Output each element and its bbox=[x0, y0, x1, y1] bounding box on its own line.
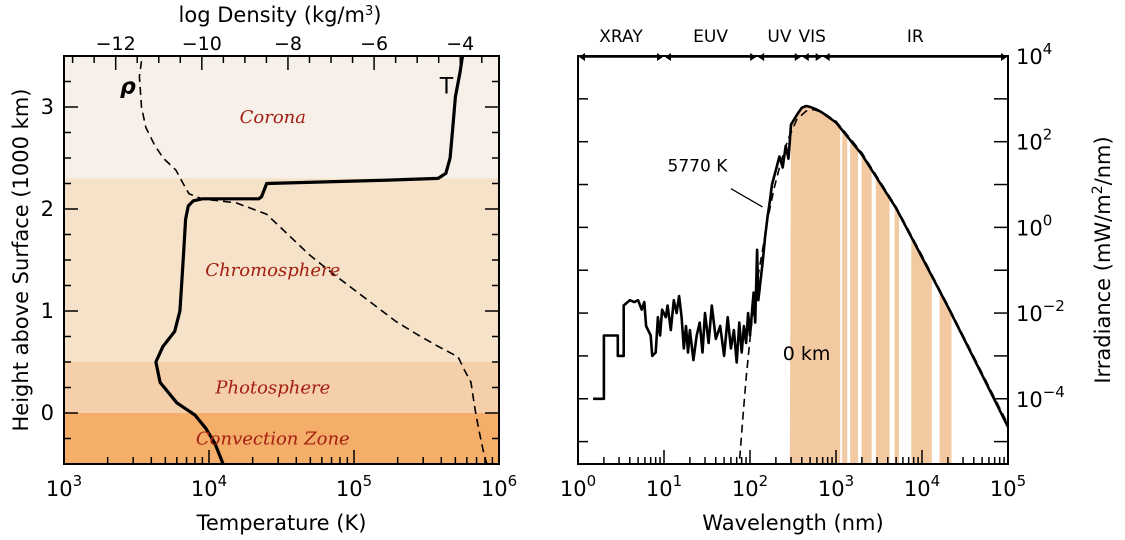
temperature-curve bbox=[154, 55, 465, 465]
y-tick-label: 2 bbox=[41, 197, 54, 221]
y-axis-title-irradiance: Irradiance (mW/m2/nm) bbox=[1090, 136, 1115, 383]
y-tick-label: 100 bbox=[1016, 211, 1052, 240]
band-arrow-head bbox=[815, 53, 822, 61]
band-arrow-head bbox=[823, 53, 830, 61]
band-label: VIS bbox=[799, 27, 826, 47]
y-tick-label: 0 bbox=[41, 401, 54, 425]
y-tick-label: 3 bbox=[41, 95, 54, 119]
x-tick-label: 102 bbox=[732, 472, 768, 501]
y-tick-label: 10−2 bbox=[1016, 297, 1065, 326]
absorption-gap bbox=[847, 56, 851, 464]
right-axis-tick-labels: 100 101 102 103 104 105 104 102 100 10−2 10−4 bbox=[560, 40, 1065, 501]
band-label: IR bbox=[907, 27, 924, 47]
density-title-end: ) bbox=[373, 3, 381, 27]
x-tick-label: 101 bbox=[646, 472, 682, 501]
x-axis-title-wavelength: Wavelength (nm) bbox=[702, 511, 883, 535]
layer-label: Convection Zone bbox=[196, 429, 350, 450]
atmosphere-layer-labels: Corona Chromosphere Photosphere Convection … bbox=[196, 107, 350, 449]
density-curve bbox=[138, 60, 488, 465]
zero-km-label: 0 km bbox=[783, 343, 831, 365]
band-arrow-head bbox=[802, 53, 809, 61]
left-panel-temperature-density: Corona Chromosphere Photosphere Convection … bbox=[9, 3, 517, 535]
y-tick-label: 104 bbox=[1016, 40, 1052, 69]
x-tick-label: 104 bbox=[904, 472, 940, 501]
band-arrow-head bbox=[794, 53, 801, 61]
x-tick-label: 103 bbox=[818, 472, 854, 501]
blackbody-5770k-label: 5770 K bbox=[668, 157, 729, 177]
x-tick-label: 106 bbox=[481, 472, 517, 501]
x-axis-title-temperature: Temperature (K) bbox=[196, 511, 367, 535]
irradiance-title-end: /nm) bbox=[1091, 136, 1115, 185]
layer-band bbox=[64, 56, 499, 179]
left-axis-ticks bbox=[63, 55, 499, 465]
left-panel-series bbox=[138, 55, 488, 465]
absorption-gap bbox=[951, 56, 1008, 464]
layer-band bbox=[64, 362, 499, 413]
absorption-gap bbox=[840, 56, 843, 464]
band-arrow-head bbox=[665, 53, 671, 61]
x-tick-label: 105 bbox=[336, 472, 372, 501]
band-arrow-head bbox=[758, 53, 765, 61]
zero-km-irradiance-fill bbox=[789, 56, 1008, 464]
temperature-series-label: T bbox=[439, 75, 454, 100]
band-arrow-head bbox=[750, 53, 757, 61]
band-arrow-head bbox=[1001, 53, 1007, 61]
band-arrow-head bbox=[657, 53, 663, 61]
absorption-gap bbox=[931, 56, 940, 464]
layer-band bbox=[64, 178, 499, 362]
spectral-band-markers: XRAY EUV UV VIS IR bbox=[579, 27, 1007, 61]
rho-series-label: ρ bbox=[120, 75, 136, 100]
band-arrow-head bbox=[579, 53, 585, 61]
right-panel-solar-spectrum: 100 101 102 103 104 105 104 102 100 10−2 10−4 XRAY… bbox=[560, 27, 1115, 535]
x-tick-label: 104 bbox=[191, 472, 227, 501]
y-tick-label: 1 bbox=[41, 299, 54, 323]
density-title-main: log Density (kg/m bbox=[179, 3, 365, 27]
top-tick-label: −6 bbox=[360, 33, 388, 55]
band-label: UV bbox=[767, 27, 791, 47]
density-title-sup: 3 bbox=[365, 4, 373, 19]
absorption-gap bbox=[871, 56, 876, 464]
layer-label: Photosphere bbox=[214, 378, 330, 399]
right-plot-frame bbox=[577, 55, 1009, 465]
absorption-gap bbox=[889, 56, 895, 464]
x-tick-label: 100 bbox=[560, 472, 596, 501]
layer-label: Corona bbox=[240, 107, 306, 128]
band-label: XRAY bbox=[599, 27, 643, 47]
top-tick-label: −12 bbox=[96, 33, 136, 55]
top-axis-title-density: log Density (kg/m3) bbox=[179, 3, 382, 27]
measured-spectrum-curve bbox=[593, 104, 1010, 428]
y-axis-title-height: Height above Surface (1000 km) bbox=[9, 89, 33, 432]
absorption-gap bbox=[857, 56, 862, 464]
x-tick-label: 105 bbox=[990, 472, 1026, 501]
atmosphere-layer-bands bbox=[64, 56, 499, 464]
right-axis-ticks bbox=[577, 55, 1008, 464]
x-tick-label: 103 bbox=[46, 472, 82, 501]
blackbody-label-arrow bbox=[730, 188, 763, 208]
layer-band bbox=[64, 413, 499, 464]
absorption-gap bbox=[898, 56, 912, 464]
y-tick-label: 10−4 bbox=[1016, 383, 1065, 412]
top-tick-label: −10 bbox=[182, 33, 222, 55]
left-axis-tick-labels: 103 104 105 106 −12 −10 −8 −6 −4 0 1 2 3 bbox=[41, 33, 518, 501]
y-tick-label: 102 bbox=[1016, 126, 1052, 155]
irradiance-title-sup: 2 bbox=[1090, 185, 1106, 194]
layer-label: Chromosphere bbox=[205, 260, 340, 281]
irradiance-title-main: Irradiance (mW/m bbox=[1091, 194, 1115, 383]
right-panel-series bbox=[593, 104, 1010, 459]
top-tick-label: −8 bbox=[274, 33, 302, 55]
band-label: EUV bbox=[693, 27, 728, 47]
top-tick-label: −4 bbox=[446, 33, 474, 55]
